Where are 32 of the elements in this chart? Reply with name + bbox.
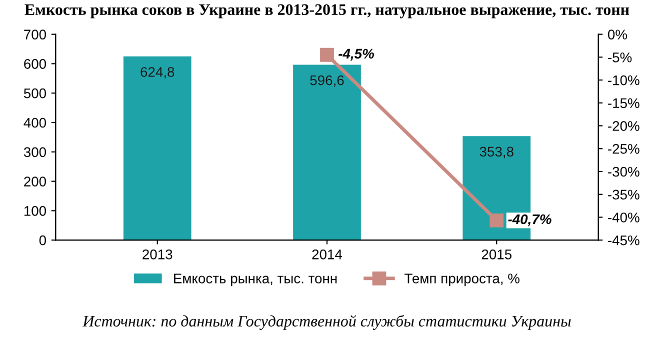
y-tick-label: 500: [24, 88, 46, 98]
data-label: 624,8: [140, 67, 174, 79]
y-tick-label: 600: [24, 59, 46, 69]
x-tick-label: 2014: [312, 249, 342, 260]
y2-tick-label: -35%: [608, 190, 640, 200]
chart-title: Емкость рынка соков в Украине в 2013-2015 гг., натуральное выражение, тыс. тонн: [24, 4, 630, 18]
bar: [293, 64, 361, 240]
y-tick-label: 300: [24, 147, 46, 158]
data-label: -40,7%: [508, 214, 552, 226]
text: Источник: по данным Государственной службы статистики Украины: [82, 314, 571, 330]
y-tick-label: 200: [24, 176, 46, 186]
y2-tick-label: -10%: [608, 75, 640, 86]
y2-tick-label: -40%: [608, 212, 640, 222]
y2-tick-label: -15%: [608, 98, 640, 108]
y-tick-label: 400: [24, 118, 46, 128]
y-tick-label: 100: [24, 206, 46, 216]
y2-tick-label: -5%: [608, 52, 632, 62]
x-tick-label: 2015: [482, 249, 512, 260]
legend-label: Темп прироста, %: [404, 274, 520, 286]
bar: [123, 56, 192, 240]
x-tick-label: 2013: [142, 249, 172, 260]
y2-tick-label: -20%: [608, 121, 640, 131]
data-label: -4,5%: [338, 48, 374, 61]
y2-tick-label: -30%: [608, 166, 640, 177]
y2-tick-label: -45%: [608, 235, 640, 246]
data-label: 353,8: [480, 146, 514, 158]
y-tick-label: 700: [24, 30, 46, 40]
y2-tick-label: -25%: [608, 144, 640, 154]
y2-tick-label: 0%: [608, 30, 628, 40]
legend-label: Емкость рынка, тыс. тонн: [174, 274, 337, 286]
data-label: 596,6: [310, 75, 344, 87]
y-tick-label: 0: [39, 235, 46, 246]
